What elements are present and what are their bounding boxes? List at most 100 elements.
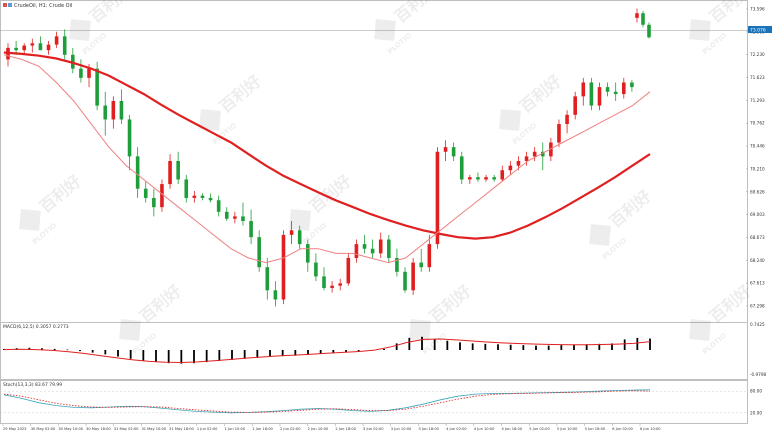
time-tick-label: 4 Jun 18:00 xyxy=(502,427,523,431)
macd-bar xyxy=(395,343,398,350)
macd-bar xyxy=(497,344,499,350)
candle xyxy=(38,36,43,51)
price-tick-label: 68.673 xyxy=(750,235,765,240)
candle xyxy=(451,142,456,161)
macd-bar xyxy=(307,350,309,355)
candle xyxy=(160,179,164,212)
candle xyxy=(297,225,302,249)
candle xyxy=(257,230,261,272)
time-tick-label: 30 May 10:00 xyxy=(58,427,83,431)
candle xyxy=(540,142,545,171)
candle xyxy=(370,239,375,258)
macd-bar xyxy=(142,350,145,361)
candle xyxy=(249,209,253,245)
candle xyxy=(322,267,326,291)
macd-bar xyxy=(205,350,208,363)
time-tick-label: 6 Jun 02:00 xyxy=(612,427,633,431)
stoch-axis: 80.00 20.00 xyxy=(750,389,762,416)
time-tick-label: 29 May 2023 xyxy=(3,427,26,431)
macd-bar xyxy=(167,350,170,364)
macd-bar xyxy=(357,350,360,352)
macd-bar xyxy=(535,345,537,350)
macd-bar xyxy=(471,343,474,350)
candle xyxy=(208,193,213,203)
candle xyxy=(305,239,310,272)
candle xyxy=(557,119,561,148)
candle xyxy=(395,248,399,277)
candle xyxy=(62,29,67,60)
symbol-icon-2 xyxy=(8,3,12,7)
candle xyxy=(30,38,35,53)
time-tick-label: 2 Jun 18:00 xyxy=(335,427,356,431)
candle xyxy=(532,147,537,161)
candle xyxy=(508,161,513,175)
macd-bar xyxy=(41,348,43,350)
macd-bar xyxy=(623,339,626,350)
candle xyxy=(354,239,359,263)
candle xyxy=(95,61,99,111)
price-tick-label: 71.293 xyxy=(750,98,765,103)
candle xyxy=(79,59,83,83)
price-tick-label: 71.623 xyxy=(750,75,765,80)
macd-bar xyxy=(269,350,271,357)
stoch-tick-label: 20.00 xyxy=(750,410,762,415)
time-tick-label: 4 Jun 10:00 xyxy=(474,427,495,431)
time-tick-label: 3 Jun 18:00 xyxy=(418,427,439,431)
macd-bar xyxy=(459,342,461,350)
macd-bar xyxy=(218,350,221,361)
candle xyxy=(241,202,245,226)
candle xyxy=(427,234,432,272)
candle xyxy=(135,147,140,198)
macd-bar xyxy=(598,343,601,350)
macd-bar xyxy=(256,350,259,358)
time-tick-label: 2 Jun 02:00 xyxy=(280,427,301,431)
candle xyxy=(216,195,221,217)
macd-bar xyxy=(433,339,436,350)
macd-bar xyxy=(28,347,31,350)
macd-bar xyxy=(547,345,550,350)
current-price-badge xyxy=(748,26,772,33)
macd-tick-label: 0.7425 xyxy=(750,322,765,327)
candle xyxy=(233,211,237,224)
stochastic-series xyxy=(0,389,748,414)
time-tick-label: 4 Jun 02:00 xyxy=(446,427,467,431)
macd-bar xyxy=(294,350,297,356)
candle xyxy=(500,165,505,182)
time-tick-label: 1 Jun 18:00 xyxy=(252,427,273,431)
candle xyxy=(346,253,351,286)
candle xyxy=(635,8,639,23)
macd-axis: 0.7425 -0.9798 xyxy=(750,322,766,377)
candle xyxy=(22,43,27,55)
macd-bar xyxy=(319,350,322,354)
candle xyxy=(468,174,472,185)
price-tick-label: 70.762 xyxy=(750,121,765,126)
macd-bar xyxy=(446,340,449,350)
stoch-tick-label: 80.00 xyxy=(750,389,762,394)
moving-average-line-2 xyxy=(3,54,651,264)
candle xyxy=(330,281,334,293)
time-tick-label: 31 May 18:00 xyxy=(169,427,194,431)
symbol-icon xyxy=(3,3,7,7)
time-tick-label: 3 Jun 02:00 xyxy=(363,427,384,431)
macd-series xyxy=(3,336,651,364)
candle xyxy=(200,193,205,201)
candle xyxy=(127,114,132,171)
candle xyxy=(476,172,480,182)
candle xyxy=(224,207,229,222)
macd-bar xyxy=(611,343,613,350)
macd-bar xyxy=(104,350,107,355)
candle xyxy=(152,188,156,217)
price-tick-label: 67.298 xyxy=(750,304,765,309)
macd-bar xyxy=(408,337,411,350)
candle xyxy=(647,22,651,39)
moving-average-line-1 xyxy=(3,51,651,240)
time-tick-label: 30 May 18:00 xyxy=(86,427,111,431)
candle xyxy=(459,151,464,185)
candle xyxy=(581,77,586,106)
candle xyxy=(589,77,594,111)
macd-bar xyxy=(421,336,423,350)
price-tick-label: 70.446 xyxy=(750,144,765,149)
candle xyxy=(289,221,294,245)
